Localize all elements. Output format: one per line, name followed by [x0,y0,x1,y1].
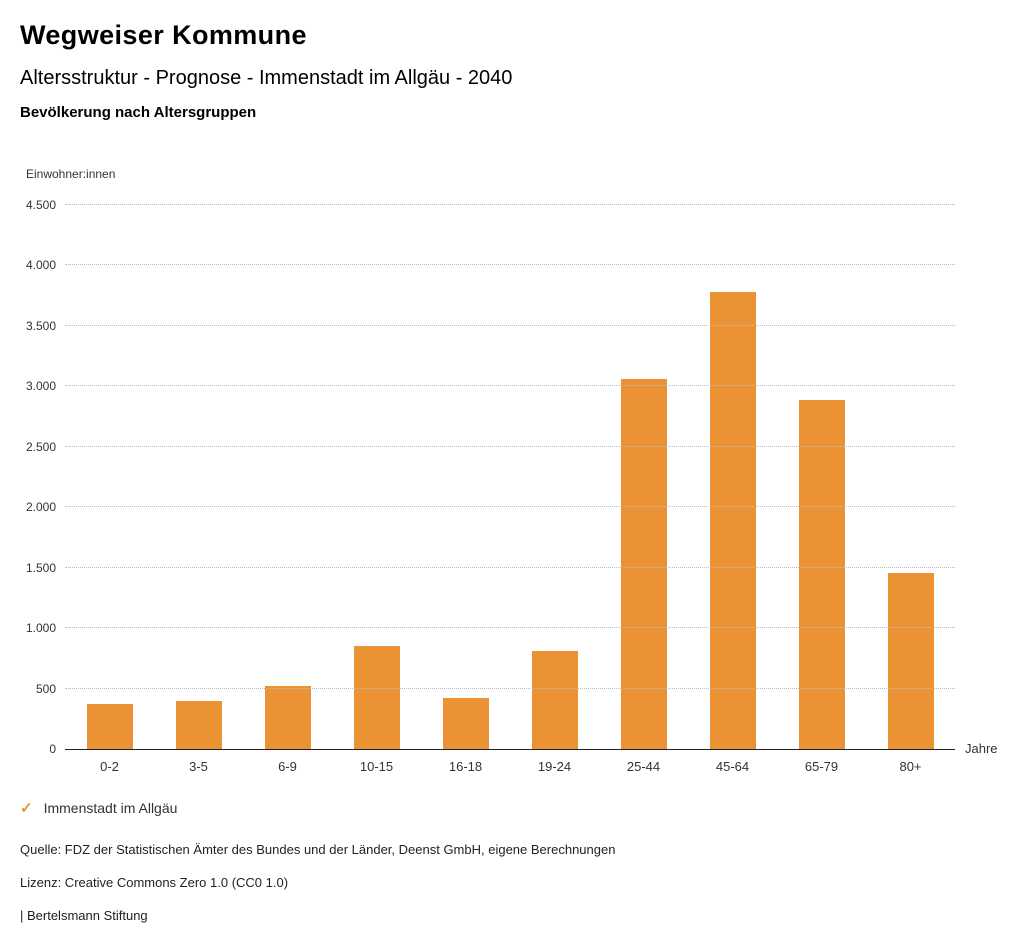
x-tick-label: 45-64 [715,759,750,774]
bar-65-79[interactable] [798,399,845,749]
y-tick-label: 2.500 [25,439,56,454]
source-text: Quelle: FDZ der Statistischen Ämter des … [20,842,616,857]
license-text: Lizenz: Creative Commons Zero 1.0 (CC0 1… [20,875,289,890]
y-tick-label: 3.000 [25,379,56,394]
bar-slot [510,205,599,749]
gridline [65,627,955,629]
bar-6-9[interactable] [264,685,311,749]
bar-3-5[interactable] [175,701,222,749]
bar-45-64[interactable] [709,292,756,749]
bars-container [65,205,955,749]
bar-19-24[interactable] [531,651,578,749]
bar-slot [243,205,332,749]
bar-slot [688,205,777,749]
bar-25-44[interactable] [620,379,667,749]
y-tick-label: 1.000 [25,621,56,636]
bar-slot [599,205,688,749]
legend-label: Immenstadt im Allgäu [43,800,178,816]
y-tick-label: 4.500 [25,198,56,212]
check-icon: ✓ [20,799,33,817]
x-tick-label: 6-9 [278,759,297,774]
gridline [65,445,955,447]
bar-slot [154,205,243,749]
y-axis-title: Einwohner:innen [26,167,116,181]
gridline [65,204,955,205]
x-tick-label: 80+ [899,759,922,774]
legend[interactable]: ✓ Immenstadt im Allgäu [20,800,1004,816]
x-axis-labels: 0-2 3-5 6-9 10-15 16-18 19-24 25-44 45-64 65-79 8… [65,759,955,774]
y-tick-label: 500 [35,681,56,696]
y-tick-label: 1.500 [25,560,56,575]
bar-80+[interactable] [887,572,934,749]
bar-0-2[interactable] [86,704,133,749]
x-tick-label: 25-44 [626,759,661,774]
y-tick-label: 2.000 [25,500,56,515]
bar-slot [777,205,866,749]
x-axis-title: Jahre [965,741,998,756]
plot-area: Jahre 0 500 1.000 1.500 2.000 2.500 3.000 3.500… [26,199,998,756]
gridline [65,506,955,508]
gridline [65,687,955,689]
x-tick-label: 65-79 [804,759,839,774]
gridline [65,566,955,568]
chart-heading: Bevölkerung nach Altersgruppen [20,104,257,121]
gridline [65,264,955,266]
footer: Quelle: FDZ der Statistischen Ämter des … [20,842,1004,923]
x-tick-label: 3-5 [189,759,208,774]
x-tick-label: 0-2 [100,759,119,774]
chart-subtitle: Altersstruktur - Prognose - Immenstadt i… [20,67,513,89]
bar-10-15[interactable] [353,646,400,749]
y-tick-label: 4.000 [25,258,56,273]
x-tick-label: 10-15 [359,759,394,774]
header: Wegweiser Kommune Altersstruktur - Progn… [20,0,1004,121]
x-tick-label: 16-18 [448,759,483,774]
gridline [65,324,955,326]
gridline [65,385,955,387]
attribution-text: | Bertelsmann Stiftung [20,908,148,923]
bar-slot [866,205,955,749]
bar-chart: Einwohner:innen Jahre 0 500 1.000 1.500 2.00… [20,167,1004,774]
y-tick-label: 0 [49,742,56,756]
bar-16-18[interactable] [442,697,489,749]
bar-slot [332,205,421,749]
x-tick-label: 19-24 [537,759,572,774]
y-tick-label: 3.500 [25,318,56,333]
app-title: Wegweiser Kommune [20,20,307,50]
bar-slot [421,205,510,749]
bar-slot [65,205,154,749]
